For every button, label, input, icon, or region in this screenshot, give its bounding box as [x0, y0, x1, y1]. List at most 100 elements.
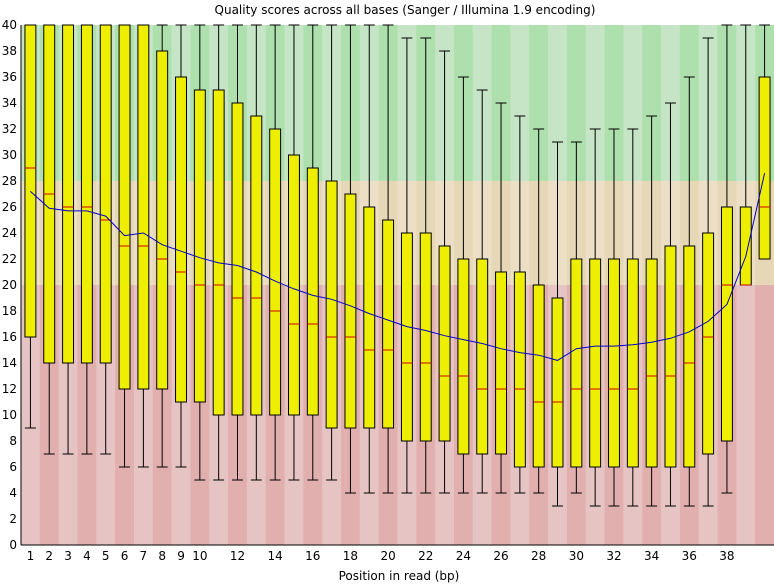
box — [118, 24, 131, 390]
mean-line — [30, 173, 766, 361]
x-tick-label: 34 — [644, 549, 659, 563]
box — [231, 102, 244, 416]
zone-good-band — [585, 25, 606, 181]
box — [720, 206, 733, 442]
box — [589, 258, 602, 468]
y-tick-label: 22 — [2, 252, 17, 266]
box — [363, 206, 376, 429]
x-tick-label: 30 — [569, 549, 584, 563]
box — [269, 128, 282, 416]
y-tick-label: 18 — [2, 304, 17, 318]
box — [702, 232, 715, 455]
box — [664, 245, 677, 468]
box — [758, 76, 771, 260]
box — [739, 206, 752, 286]
x-axis-label: Position in read (bp) — [339, 569, 460, 583]
x-tick-label: 6 — [121, 549, 129, 563]
medians — [24, 167, 771, 403]
y-tick-label: 4 — [9, 486, 17, 500]
x-tick-label: 3 — [64, 549, 72, 563]
box — [175, 76, 187, 403]
box — [645, 258, 658, 468]
x-tick-label: 12 — [230, 549, 245, 563]
x-tick-label: 32 — [606, 549, 621, 563]
y-tick-label: 16 — [2, 330, 17, 344]
y-tick-label: 38 — [2, 44, 17, 58]
x-tick-label: 5 — [102, 549, 110, 563]
box — [683, 245, 696, 468]
box — [457, 258, 470, 455]
x-tick-label: 22 — [418, 549, 433, 563]
zone-good-band — [642, 25, 662, 181]
zone-good-band — [510, 25, 530, 181]
y-tick-label: 10 — [2, 408, 17, 422]
x-tick-label: 9 — [177, 549, 185, 563]
box — [532, 284, 545, 468]
x-tick-label: 20 — [380, 549, 395, 563]
x-tick-label: 2 — [45, 549, 53, 563]
zone-poor-band — [755, 285, 774, 545]
y-tick-label: 20 — [2, 278, 17, 292]
box — [419, 232, 432, 442]
y-tick-label: 12 — [2, 382, 17, 396]
x-tick-label: 24 — [456, 549, 471, 563]
y-tick-label: 40 — [2, 18, 17, 32]
zone-good-band — [604, 25, 624, 181]
x-tick-label: 8 — [158, 549, 166, 563]
box — [495, 271, 507, 455]
y-tick-label: 24 — [2, 226, 17, 240]
x-tick-label: 14 — [267, 549, 282, 563]
box — [513, 271, 526, 468]
axes — [20, 25, 774, 546]
box — [570, 258, 583, 468]
box — [306, 167, 319, 416]
zone-good-band — [529, 25, 549, 181]
y-tick-label: 26 — [2, 200, 17, 214]
box — [288, 154, 300, 416]
x-tick-label: 26 — [493, 549, 508, 563]
zone-good-band — [623, 25, 643, 181]
zone-poor-band — [736, 285, 756, 545]
y-tick-label: 6 — [9, 460, 17, 474]
y-tick-label: 14 — [2, 356, 17, 370]
chart-title: Quality scores across all bases (Sanger … — [215, 3, 596, 17]
box — [382, 219, 395, 429]
box — [608, 258, 620, 468]
x-tick-label: 36 — [682, 549, 697, 563]
box — [325, 180, 338, 429]
y-tick-label: 0 — [9, 538, 17, 552]
box — [212, 89, 225, 416]
box — [24, 24, 37, 338]
box — [438, 245, 451, 442]
x-tick-label: 7 — [140, 549, 148, 563]
y-tick-label: 36 — [2, 70, 17, 84]
box — [250, 115, 263, 416]
x-tick-label: 10 — [192, 549, 207, 563]
box — [476, 258, 489, 455]
y-tick-label: 32 — [2, 122, 17, 136]
y-tick-label: 8 — [9, 434, 17, 448]
box — [156, 50, 169, 390]
y-tick-label: 2 — [9, 512, 17, 526]
box — [193, 89, 206, 403]
box — [344, 193, 357, 429]
box — [400, 232, 413, 442]
box — [626, 258, 639, 468]
x-tick-label: 16 — [305, 549, 320, 563]
box — [62, 24, 75, 364]
y-tick-label: 30 — [2, 148, 17, 162]
box — [137, 24, 150, 390]
background-zones — [21, 25, 774, 545]
whiskers — [24, 24, 771, 507]
y-tick-label: 28 — [2, 174, 17, 188]
x-tick-label: 28 — [531, 549, 546, 563]
box — [551, 297, 564, 468]
x-tick-label: 1 — [27, 549, 35, 563]
y-tick-label: 34 — [2, 96, 17, 110]
box — [99, 24, 112, 364]
boxes — [24, 24, 771, 468]
box — [80, 24, 93, 364]
x-tick-label: 18 — [343, 549, 358, 563]
